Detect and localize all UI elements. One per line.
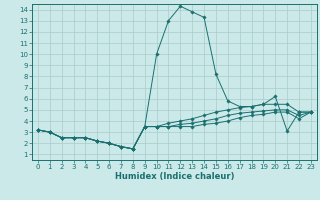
X-axis label: Humidex (Indice chaleur): Humidex (Indice chaleur) <box>115 172 234 181</box>
